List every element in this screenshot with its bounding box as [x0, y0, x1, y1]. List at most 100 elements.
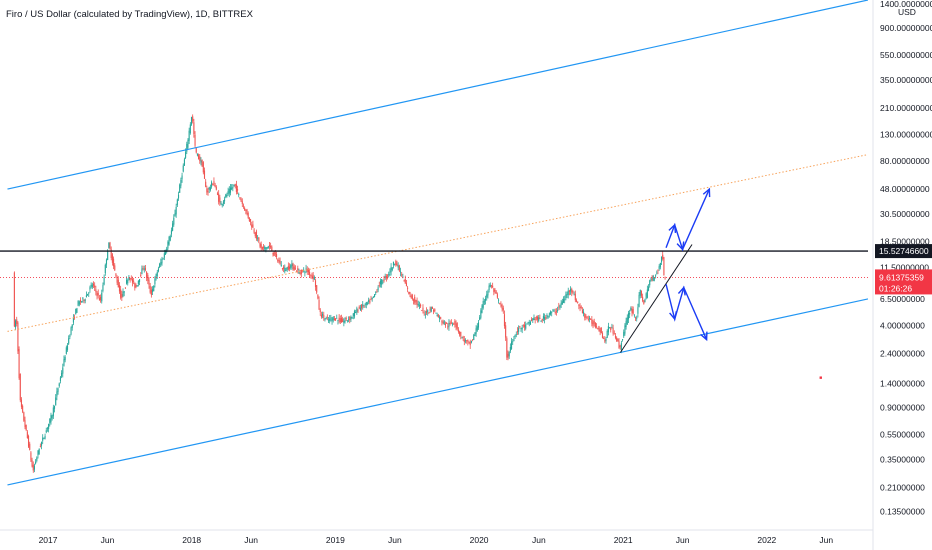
candle-body — [170, 230, 172, 235]
candle-body — [483, 301, 485, 303]
candle-body — [454, 320, 456, 325]
candle-body — [231, 187, 233, 190]
candle-body — [424, 314, 426, 316]
candle-body — [151, 289, 154, 292]
candle-body — [468, 342, 470, 344]
candle-body — [381, 279, 383, 285]
candle-body — [593, 321, 595, 324]
candle-body — [575, 300, 578, 302]
candle-body — [428, 312, 430, 314]
candle-body — [244, 207, 246, 211]
candle-body — [343, 321, 345, 323]
candle-body — [189, 124, 191, 134]
candle-body — [267, 246, 269, 249]
candle-body — [280, 264, 282, 267]
candle-body — [463, 339, 465, 342]
candle-body — [647, 286, 650, 291]
candle-body — [620, 343, 622, 350]
candle-body — [377, 287, 379, 291]
candle-body — [388, 274, 390, 276]
candle-body — [598, 325, 600, 331]
candle-body — [545, 317, 547, 319]
candle-body — [558, 306, 560, 308]
candle-body — [124, 287, 126, 289]
candle-body — [348, 319, 350, 321]
candle-body — [572, 291, 574, 293]
candle-body — [455, 323, 457, 327]
y-tick-label: 6.50000000 — [880, 294, 925, 304]
candle-body — [659, 262, 661, 268]
candle-body — [603, 338, 605, 340]
candle-body — [427, 310, 429, 312]
x-tick-label: Jun — [101, 535, 115, 545]
candle-body — [66, 345, 69, 350]
candle-body — [499, 303, 501, 304]
candle-body — [268, 245, 271, 247]
y-tick-label: 210.00000000 — [880, 103, 932, 113]
candle-body — [241, 201, 243, 204]
candle-body — [91, 284, 93, 288]
candle-body — [30, 452, 32, 461]
candle-body — [46, 428, 48, 430]
candle-body — [207, 191, 209, 193]
candle-body — [442, 322, 444, 324]
y-tick-label: 18.50000000 — [880, 236, 930, 246]
candle-body — [514, 334, 516, 337]
candle-body — [284, 267, 286, 272]
candle-body — [78, 301, 80, 305]
candle-body — [451, 323, 454, 325]
candle-body — [19, 373, 21, 401]
candle-body — [258, 237, 260, 242]
candle-body — [296, 271, 298, 272]
candle-body — [581, 310, 583, 314]
projection-bullish-arrow-arrowhead — [668, 223, 677, 233]
candle-body — [113, 258, 115, 267]
candle-body — [473, 334, 475, 340]
candle-body — [96, 292, 98, 297]
candle-body — [143, 268, 145, 270]
candle-body — [339, 318, 341, 323]
candle-body — [611, 327, 613, 329]
candle-body — [546, 315, 548, 317]
candle-body — [326, 317, 328, 319]
candle-body — [16, 319, 18, 324]
candle-body — [331, 318, 333, 322]
candle-body — [196, 153, 198, 156]
candle-body — [61, 372, 63, 377]
candle-body — [656, 272, 658, 274]
candle-body — [76, 308, 78, 313]
candle-body — [238, 193, 240, 195]
candle-body — [264, 246, 266, 250]
candle-body — [623, 331, 625, 337]
candle-body — [624, 325, 626, 334]
candle-body — [409, 292, 411, 294]
candle-body — [349, 316, 351, 321]
candle-body — [476, 326, 478, 331]
candle-body — [153, 285, 155, 292]
x-tick-label: Jun — [819, 535, 833, 545]
candle-body — [660, 257, 663, 262]
candle-body — [167, 241, 169, 249]
candle-body — [516, 331, 519, 333]
candle-body — [599, 329, 601, 333]
candle-body — [118, 285, 121, 292]
candle-body — [481, 305, 483, 313]
candle-body — [257, 237, 259, 239]
candle-body — [232, 187, 234, 189]
candle-body — [414, 296, 416, 303]
candle-body — [443, 321, 445, 324]
candle-body — [27, 436, 30, 447]
candle-body — [614, 335, 617, 338]
candle-body — [43, 437, 45, 439]
candle-body — [480, 310, 482, 318]
candle-body — [138, 279, 141, 282]
candle-body — [488, 285, 490, 291]
candle-body — [368, 299, 370, 302]
candle-body — [330, 317, 332, 319]
candle-body — [135, 285, 137, 287]
candle-body — [215, 186, 217, 190]
candle-body — [361, 305, 363, 309]
candle-body — [337, 319, 339, 322]
